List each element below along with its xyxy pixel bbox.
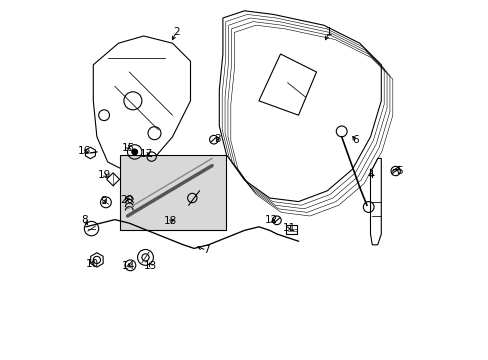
Circle shape [132, 149, 137, 155]
Text: 12: 12 [264, 215, 278, 225]
Text: 11: 11 [282, 222, 296, 233]
Text: 9: 9 [100, 195, 106, 206]
Text: 4: 4 [366, 170, 373, 180]
Text: 20: 20 [120, 195, 133, 205]
Text: 13: 13 [144, 261, 157, 271]
Text: 2: 2 [172, 27, 179, 37]
Text: 3: 3 [214, 134, 221, 144]
Bar [120, 155, 226, 230]
Text: 16: 16 [78, 146, 91, 156]
Text: 6: 6 [351, 135, 358, 145]
Text: 15: 15 [122, 143, 135, 153]
Text: 7: 7 [203, 245, 209, 255]
Text: 14: 14 [122, 261, 135, 271]
Text: 1: 1 [325, 27, 332, 37]
Text: 8: 8 [81, 215, 87, 225]
Text: 10: 10 [86, 258, 99, 269]
Text: 18: 18 [164, 216, 177, 226]
Text: 5: 5 [395, 166, 402, 176]
Text: 19: 19 [97, 170, 110, 180]
Bar [285, 225, 296, 234]
Text: 17: 17 [140, 149, 153, 159]
Circle shape [390, 166, 400, 176]
